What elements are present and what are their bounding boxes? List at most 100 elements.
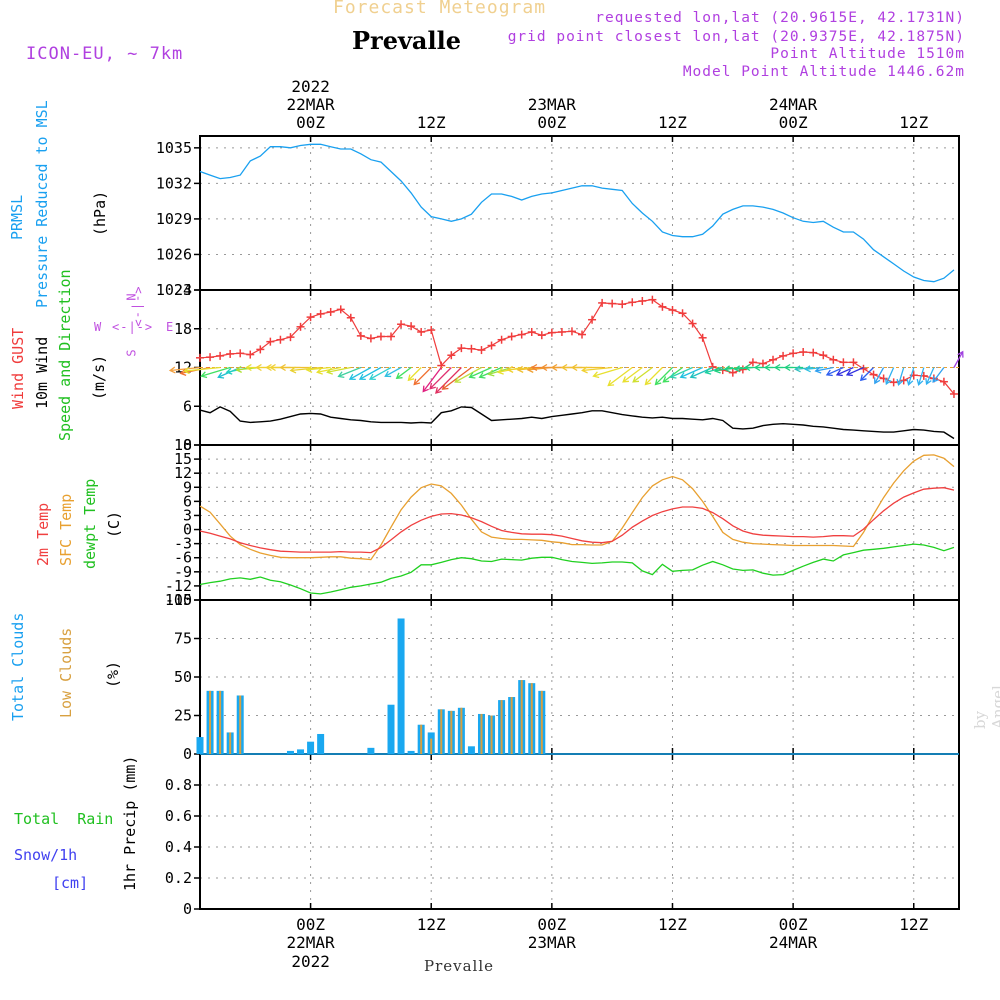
wind-arrow-head bbox=[713, 366, 721, 374]
compass-west: W bbox=[94, 320, 102, 334]
wind-arrow-head bbox=[560, 363, 568, 372]
wind-arrow bbox=[795, 366, 814, 370]
gust-marker bbox=[457, 344, 466, 353]
low-cloud-bar bbox=[510, 697, 513, 754]
total-cloud-bar bbox=[467, 746, 475, 754]
wind-arrow-head bbox=[289, 366, 297, 374]
wind-arrow-head bbox=[804, 365, 811, 373]
wind-arrow-head bbox=[235, 365, 242, 373]
gust-marker bbox=[829, 355, 838, 364]
top-time-label: 12Z bbox=[417, 113, 446, 132]
compass-east: E bbox=[166, 320, 174, 334]
gust-marker bbox=[366, 334, 375, 343]
gust-marker bbox=[598, 298, 607, 307]
wind-arrow bbox=[885, 367, 895, 385]
ytick-label: 9 bbox=[183, 478, 192, 496]
gust-marker bbox=[789, 349, 798, 358]
wind-arrow-head bbox=[581, 366, 588, 374]
top-date-label: 2022 bbox=[291, 77, 330, 96]
gust-marker bbox=[809, 348, 818, 357]
ytick-label: 24 bbox=[174, 281, 192, 299]
wind-arrow-head bbox=[540, 363, 548, 372]
low-cloud-bar bbox=[490, 715, 493, 754]
wind-arrow bbox=[897, 367, 905, 385]
gust-marker bbox=[196, 353, 204, 362]
wind-arrow-head bbox=[183, 367, 190, 375]
prmsl-line bbox=[199, 143, 955, 283]
wind-arrow bbox=[932, 367, 945, 383]
gust-marker bbox=[447, 351, 456, 360]
wind-arrow bbox=[632, 366, 653, 383]
wind-arrow-head bbox=[896, 378, 904, 386]
location-title: Prevalle bbox=[352, 26, 461, 55]
wind-arrow bbox=[306, 366, 331, 371]
total-cloud-bar bbox=[397, 618, 405, 754]
top-time-label: 00Z bbox=[779, 113, 808, 132]
wind-arrow-head bbox=[200, 371, 208, 379]
wind-arrow bbox=[429, 367, 452, 390]
gust-marker bbox=[889, 378, 898, 387]
wind-arrow-head bbox=[168, 366, 176, 374]
wind-arrow bbox=[705, 366, 723, 374]
rain-label: Total Rain bbox=[14, 810, 114, 828]
wind-arrow-head bbox=[669, 372, 677, 379]
gust-marker bbox=[939, 377, 948, 386]
bottom-date-label: 23MAR bbox=[528, 933, 577, 952]
gust-marker bbox=[427, 326, 436, 335]
wind-arrow bbox=[413, 367, 432, 385]
wind-arrow-head bbox=[384, 370, 392, 378]
gust-marker bbox=[316, 309, 325, 318]
ytick-label: 6 bbox=[183, 397, 192, 415]
wind-arrow bbox=[338, 366, 362, 378]
gust-marker bbox=[336, 305, 345, 314]
wind-arrow bbox=[918, 367, 925, 385]
wind-arrow bbox=[874, 367, 885, 384]
low-cloud-bar bbox=[219, 690, 222, 754]
wind-arrow-head bbox=[845, 369, 853, 377]
wind-arrow-head bbox=[763, 363, 771, 372]
wind-arrow-head bbox=[422, 385, 429, 393]
wind-arrow-head bbox=[358, 373, 366, 380]
gust-marker bbox=[216, 351, 225, 360]
wind-arrow-head bbox=[217, 372, 225, 379]
gust-marker bbox=[376, 332, 385, 341]
ytick-label: 0 bbox=[183, 436, 192, 454]
ytick-label: 12 bbox=[174, 464, 192, 482]
gust-marker bbox=[628, 298, 637, 307]
wind10m-line bbox=[199, 406, 955, 440]
wind-arrow-head bbox=[413, 378, 421, 386]
wind-arrow bbox=[607, 366, 633, 387]
low-cloud-bar bbox=[460, 707, 463, 754]
ytick-label: 1035 bbox=[156, 139, 192, 157]
model-point-altitude: Model Point Altitude 1446.62m bbox=[682, 64, 965, 80]
ytick-label: 50 bbox=[174, 668, 192, 686]
wind-arrow-head bbox=[607, 379, 615, 387]
low-cloud-bar bbox=[500, 700, 503, 754]
wind-arrow-head bbox=[753, 363, 761, 372]
wind-arrow-head bbox=[255, 363, 262, 372]
ytick-label: -9 bbox=[174, 563, 192, 581]
gust-marker bbox=[849, 358, 858, 367]
low-cloud-bar bbox=[209, 690, 212, 754]
ytick-label: -15 bbox=[165, 591, 192, 609]
low-cloud-bar bbox=[420, 724, 423, 754]
wind-arrow-head bbox=[859, 374, 867, 382]
wind-arrow bbox=[290, 366, 321, 372]
wind-arrow bbox=[826, 366, 844, 376]
ytick-label: 0 bbox=[183, 900, 192, 918]
wind-arrow bbox=[582, 366, 613, 372]
ytick-label: 0.2 bbox=[165, 869, 192, 887]
gust-marker bbox=[246, 350, 255, 359]
wind-arrow-head bbox=[496, 367, 504, 375]
wind-arrow bbox=[435, 367, 462, 394]
wind-arrow bbox=[359, 366, 382, 380]
ytick-label: 6 bbox=[183, 492, 192, 510]
gust-marker bbox=[869, 370, 878, 379]
gust-marker bbox=[688, 319, 697, 328]
panel-frame-1 bbox=[199, 135, 960, 291]
wind-arrow-head bbox=[407, 374, 415, 382]
wind-arrow-head bbox=[468, 372, 476, 379]
wind-arrow-head bbox=[773, 363, 781, 372]
wind-arrow-head bbox=[570, 363, 578, 372]
top-date-label: 23MAR bbox=[528, 95, 577, 114]
